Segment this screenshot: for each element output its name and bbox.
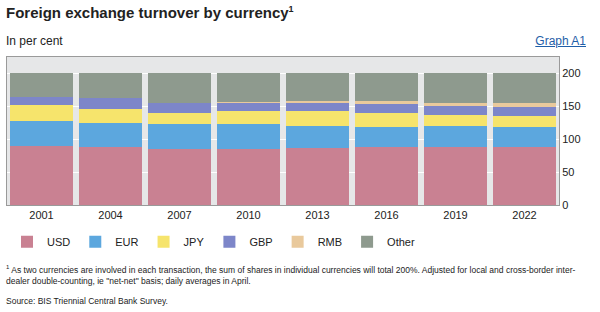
svg-text:2010: 2010 xyxy=(236,209,260,221)
svg-text:0: 0 xyxy=(562,199,568,211)
svg-text:2013: 2013 xyxy=(305,209,329,221)
svg-text:2001: 2001 xyxy=(29,209,53,221)
html-text:Foreign exchange turnover by c: Foreign exchange turnover by currency1 xyxy=(6,4,294,21)
svg-text:200: 200 xyxy=(562,67,580,79)
svg-text:2004: 2004 xyxy=(98,209,122,221)
svg-text:50: 50 xyxy=(562,166,574,178)
svg-text:EUR: EUR xyxy=(115,236,138,248)
svg-text:Other: Other xyxy=(387,236,415,248)
svg-text:100: 100 xyxy=(562,133,580,145)
svg-text:150: 150 xyxy=(562,100,580,112)
html-text:In per cent: In per cent xyxy=(6,34,63,48)
svg-text:USD: USD xyxy=(47,236,70,248)
svg-text:JPY: JPY xyxy=(184,236,205,248)
svg-text:2007: 2007 xyxy=(167,209,191,221)
html-text:Graph A1: Graph A1 xyxy=(535,34,586,48)
svg-text:RMB: RMB xyxy=(318,236,342,248)
svg-text:2019: 2019 xyxy=(443,209,467,221)
svg-text:GBP: GBP xyxy=(249,236,272,248)
html-text:1As two currencies are involve: 1As two currencies are involved in each … xyxy=(6,264,576,286)
html-text:Source: BIS Triennial Central: Source: BIS Triennial Central Bank Surve… xyxy=(6,296,168,306)
svg-text:2016: 2016 xyxy=(374,209,398,221)
svg-text:2022: 2022 xyxy=(512,209,536,221)
